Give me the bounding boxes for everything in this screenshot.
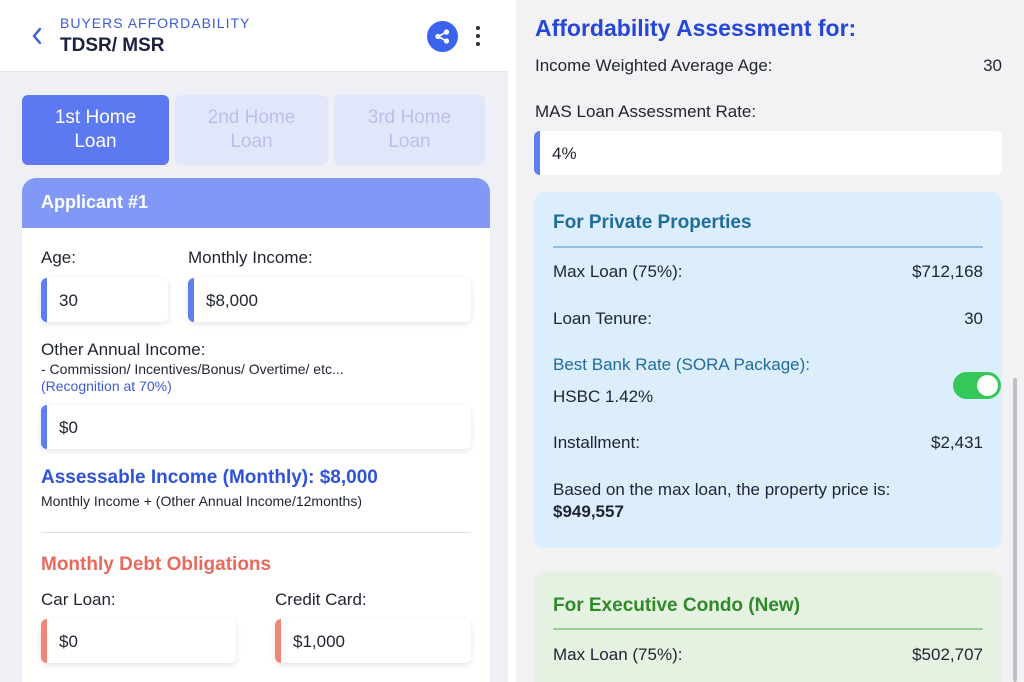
affordability-results: Affordability Assessment for: Income Wei… (516, 0, 1024, 682)
property-price-text: Based on the max loan, the property pric… (553, 480, 891, 499)
assessable-formula: Monthly Income + (Other Annual Income/12… (41, 493, 362, 509)
credit-card-input[interactable]: $1,000 (275, 619, 471, 663)
installment-value: $2,431 (931, 433, 983, 452)
installment-label: Installment: (553, 433, 640, 452)
ec-max-loan-value: $502,707 (912, 645, 983, 664)
section-divider (41, 532, 471, 533)
private-title: For Private Properties (553, 212, 752, 233)
more-vertical-icon[interactable] (470, 22, 486, 50)
other-income-label: Other Annual Income: (41, 340, 206, 359)
mas-rate-label: MAS Loan Assessment Rate: (535, 102, 757, 121)
ec-title: For Executive Condo (New) (553, 595, 801, 616)
tab-label-line1: 3rd Home (367, 107, 452, 128)
monthly-income-input[interactable]: $8,000 (188, 278, 471, 322)
other-income-value: $0 (59, 418, 78, 437)
executive-condo-card: For Executive Condo (New) Max Loan (75%)… (534, 572, 1002, 682)
applicant-heading: Applicant #1 (22, 178, 490, 228)
field-accent (534, 131, 540, 175)
other-income-note: - Commission/ Incentives/Bonus/ Overtime… (41, 361, 344, 377)
car-loan-label: Car Loan: (41, 590, 116, 609)
age-label: Age: (41, 248, 76, 267)
private-title-rule (553, 246, 983, 248)
loan-tenure-label: Loan Tenure: (553, 309, 652, 328)
mas-rate-input[interactable]: 4% (534, 131, 1002, 175)
tab-label-line1: 1st Home (54, 107, 137, 128)
tdsr-msr-screen: BUYERS AFFORDABILITY TDSR/ MSR 1st Home … (0, 0, 512, 682)
chevron-left-icon[interactable] (28, 24, 48, 48)
age-input[interactable]: 30 (41, 278, 168, 322)
tab-label-line2: Loan (230, 131, 273, 152)
weighted-age-value: 30 (983, 56, 1002, 75)
header-eyebrow: BUYERS AFFORDABILITY (60, 15, 251, 31)
private-properties-card: For Private Properties Max Loan (75%): $… (534, 192, 1002, 548)
debt-heading: Monthly Debt Obligations (41, 554, 272, 575)
assessable-income: Assessable Income (Monthly): $8,000 (41, 467, 378, 488)
ec-max-loan-label: Max Loan (75%): (553, 645, 683, 664)
private-max-loan-label: Max Loan (75%): (553, 262, 683, 281)
tab-label-line2: Loan (388, 131, 431, 152)
tab-label-line1: 2nd Home (207, 107, 296, 128)
scrollbar[interactable] (1013, 378, 1017, 682)
loan-tenure-value: 30 (964, 309, 983, 328)
credit-card-label: Credit Card: (275, 590, 367, 609)
applicant-card: Applicant #1 Age: Monthly Income: 30 $8,… (22, 178, 490, 682)
credit-card-value: $1,000 (293, 632, 345, 651)
car-loan-value: $0 (59, 632, 78, 651)
weighted-age-label: Income Weighted Average Age: (535, 56, 773, 75)
best-rate-value: HSBC 1.42% (553, 387, 654, 406)
private-max-loan-value: $712,168 (912, 262, 983, 281)
other-income-input[interactable]: $0 (41, 405, 471, 449)
tab-1st-home-loan[interactable]: 1st Home Loan (22, 95, 169, 165)
mas-rate-value: 4% (552, 144, 577, 163)
sora-package-toggle[interactable] (953, 372, 1001, 399)
recognition-note: (Recognition at 70%) (41, 378, 172, 394)
car-loan-input[interactable]: $0 (41, 619, 236, 663)
tab-2nd-home-loan[interactable]: 2nd Home Loan (175, 95, 328, 165)
field-accent (41, 619, 47, 663)
ec-title-rule (553, 628, 983, 630)
field-accent (41, 278, 47, 322)
tab-label-line2: Loan (74, 131, 117, 152)
monthly-income-value: $8,000 (206, 291, 258, 310)
field-accent (41, 405, 47, 449)
assessment-title: Affordability Assessment for: (535, 15, 857, 41)
page-title: TDSR/ MSR (60, 35, 165, 56)
tab-3rd-home-loan[interactable]: 3rd Home Loan (334, 95, 485, 165)
share-icon (435, 29, 450, 44)
field-accent (275, 619, 281, 663)
top-bar: BUYERS AFFORDABILITY TDSR/ MSR (0, 0, 508, 72)
share-button[interactable] (427, 21, 458, 52)
best-rate-label: Best Bank Rate (SORA Package): (553, 355, 811, 374)
field-accent (188, 278, 194, 322)
panel-divider (508, 0, 516, 682)
toggle-knob (977, 375, 998, 396)
monthly-income-label: Monthly Income: (188, 248, 313, 267)
property-price-value: $949,557 (553, 502, 624, 521)
age-value: 30 (59, 291, 78, 310)
